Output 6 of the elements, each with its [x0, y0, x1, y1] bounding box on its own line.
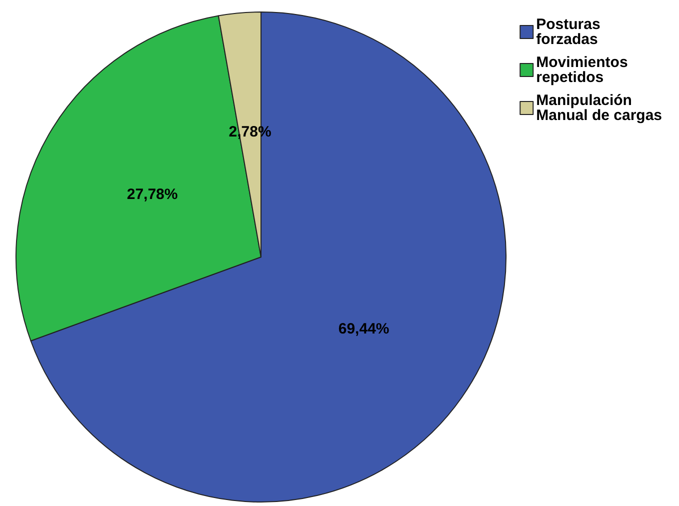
legend-label: Manipulación Manual de cargas — [536, 92, 662, 124]
data-label: 69,44% — [338, 320, 390, 338]
data-label: 2,78% — [228, 123, 272, 140]
data-label: 27,78% — [126, 186, 178, 203]
legend-label: Posturas forzadas — [536, 16, 600, 48]
legend-label: Movimientos repetidos — [536, 54, 628, 86]
